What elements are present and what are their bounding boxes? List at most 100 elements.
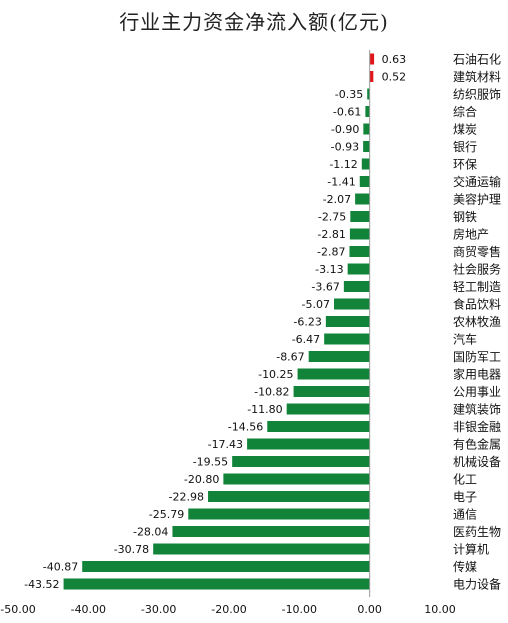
x-tick-label-6: 0.00 (357, 603, 382, 616)
bar-17 (324, 333, 370, 345)
value-label-30: -40.87 (43, 561, 78, 574)
category-label-8: 交通运输 (453, 174, 501, 189)
value-label-1: 0.63 (382, 53, 407, 66)
value-label-28: -28.04 (133, 526, 168, 539)
value-label-12: -2.87 (317, 246, 345, 259)
category-label-29: 计算机 (453, 542, 489, 557)
bar-19 (297, 368, 370, 380)
value-label-15: -5.07 (302, 298, 330, 311)
value-label-10: -2.75 (318, 211, 346, 224)
category-label-18: 国防军工 (453, 349, 501, 364)
category-label-30: 传媒 (453, 559, 477, 574)
category-label-4: 综合 (453, 104, 477, 119)
category-label-12: 商贸零售 (453, 244, 501, 259)
bar-25 (223, 473, 370, 485)
value-label-18: -8.67 (276, 351, 304, 364)
category-label-17: 汽车 (453, 332, 477, 347)
bar-11 (349, 228, 370, 240)
value-label-31: -43.52 (24, 578, 59, 591)
bar-30 (82, 561, 370, 572)
bar-4 (365, 106, 370, 117)
bar-26 (208, 491, 370, 502)
category-label-27: 通信 (453, 508, 477, 522)
value-label-7: -1.12 (329, 158, 357, 171)
category-label-10: 钢铁 (453, 210, 477, 224)
bar-21 (286, 403, 370, 415)
value-label-6: -0.93 (331, 141, 359, 154)
category-label-3: 纺织服饰 (453, 88, 501, 102)
value-label-3: -0.35 (335, 88, 363, 101)
category-label-7: 环保 (453, 158, 477, 172)
x-tick-label-3: -30.00 (141, 603, 176, 616)
category-label-31: 电力设备 (453, 578, 501, 592)
category-label-25: 化工 (453, 473, 477, 487)
category-label-14: 轻工制造 (453, 280, 501, 294)
value-label-11: -2.81 (317, 228, 345, 241)
bar-6 (363, 141, 370, 152)
bar-27 (188, 508, 370, 520)
x-tick-label-2: -40.00 (71, 603, 106, 616)
value-label-25: -20.80 (184, 473, 219, 486)
category-label-16: 农林牧渔 (453, 315, 501, 329)
category-label-23: 有色金属 (453, 437, 501, 452)
value-label-8: -1.41 (327, 176, 355, 189)
chart-title: 行业主力资金净流入额(亿元) (119, 10, 389, 34)
value-label-4: -0.61 (333, 106, 361, 119)
bar-18 (308, 351, 370, 362)
category-label-2: 建筑材料 (453, 69, 501, 84)
value-label-27: -25.79 (149, 508, 184, 521)
bar-14 (343, 281, 370, 292)
value-label-14: -3.67 (311, 281, 339, 294)
bar-12 (349, 246, 370, 257)
bar-20 (293, 386, 370, 397)
category-label-1: 石油石化 (453, 53, 501, 67)
category-label-24: 机械设备 (453, 454, 501, 469)
bar-24 (232, 456, 370, 467)
bar-2 (369, 71, 374, 82)
category-label-13: 社会服务 (453, 262, 501, 277)
category-label-19: 家用电器 (453, 367, 501, 382)
bar-16 (325, 316, 370, 327)
value-label-23: -17.43 (208, 438, 243, 451)
bar-9 (355, 193, 370, 205)
category-label-22: 非银金融 (453, 419, 501, 434)
value-label-13: -3.13 (315, 263, 343, 276)
value-label-17: -6.47 (292, 333, 320, 346)
category-label-28: 医药生物 (453, 525, 501, 539)
bar-5 (363, 123, 370, 135)
category-label-9: 美容护理 (453, 192, 501, 207)
value-label-20: -10.82 (254, 386, 289, 399)
bar-8 (359, 176, 370, 187)
bar-1 (369, 53, 375, 65)
bar-31 (63, 578, 370, 590)
bar-13 (347, 263, 370, 275)
x-tick-label-7: 10.00 (424, 603, 456, 616)
category-label-15: 食品饮料 (453, 297, 501, 312)
bar-28 (172, 526, 370, 537)
value-label-22: -14.56 (228, 421, 263, 434)
value-label-26: -22.98 (169, 491, 204, 504)
value-label-29: -30.78 (114, 543, 149, 556)
category-label-20: 公用事业 (453, 385, 501, 399)
value-label-21: -11.80 (247, 403, 282, 416)
x-tick-label-1: -50.00 (0, 603, 35, 616)
bar-22 (267, 421, 370, 432)
category-label-21: 建筑装饰 (453, 402, 501, 417)
category-label-6: 银行 (453, 140, 477, 154)
x-tick-label-5: -10.00 (282, 603, 317, 616)
value-label-5: -0.90 (331, 123, 359, 136)
x-tick-label-4: -20.00 (211, 603, 246, 616)
value-label-9: -2.07 (323, 193, 351, 206)
bar-10 (350, 211, 370, 222)
category-label-5: 煤炭 (453, 123, 477, 137)
value-label-19: -10.25 (258, 368, 293, 381)
value-label-24: -19.55 (193, 456, 228, 469)
category-label-26: 电子 (453, 490, 477, 504)
bar-3 (367, 88, 370, 100)
value-label-16: -6.23 (293, 316, 321, 329)
value-label-2: 0.52 (382, 71, 407, 84)
bar-15 (334, 298, 370, 310)
bar-7 (361, 158, 370, 170)
bar-29 (153, 543, 370, 555)
